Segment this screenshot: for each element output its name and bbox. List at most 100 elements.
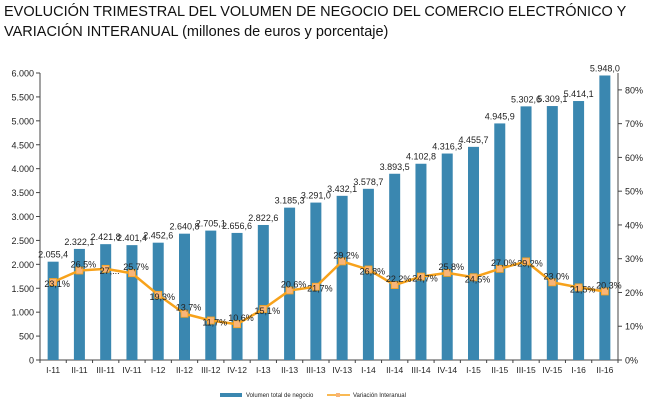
x-tick-label: I-14 (361, 365, 376, 375)
line-point (338, 257, 347, 266)
line-point (206, 316, 215, 325)
line-label: 26,8% (360, 267, 386, 277)
bar-label: 4.316,3 (432, 142, 462, 152)
line-point (154, 290, 163, 299)
line-point (180, 309, 189, 318)
bar (468, 146, 479, 360)
bar (310, 202, 322, 360)
right-tick-label: 70% (625, 119, 643, 129)
line-series (52, 260, 606, 326)
line-label: 25,7% (123, 262, 149, 272)
line-label: 24,7% (412, 274, 438, 284)
right-tick-label: 50% (625, 187, 643, 197)
line-label: 21,7% (307, 284, 333, 294)
x-tick-label: IV-14 (437, 365, 457, 375)
right-tick-label: 20% (625, 288, 643, 298)
bar-label: 2.401,4 (117, 233, 147, 243)
bar (546, 106, 558, 360)
right-tick-label: 10% (625, 322, 643, 332)
bar (73, 248, 85, 360)
left-tick-label: 2.000 (11, 260, 34, 270)
bar-label: 2.640,8 (169, 222, 199, 232)
line-label: 13,7% (176, 303, 202, 313)
bar-label: 4.945,9 (485, 111, 515, 121)
bar-label: 2.055,4 (38, 250, 68, 260)
bar (257, 224, 269, 360)
line-label: 19,3% (149, 292, 175, 302)
bar-label: 2.656,6 (222, 221, 252, 231)
line-label: 29,2% (333, 250, 359, 260)
line-label: 15,1% (255, 306, 281, 316)
left-tick-label: 4.500 (11, 140, 34, 150)
line-label: 23,0% (544, 271, 570, 281)
line-point (75, 266, 84, 275)
x-tick-label: II-13 (281, 365, 298, 375)
x-tick-label: IV-12 (227, 365, 247, 375)
left-tick-label: 0 (29, 356, 34, 366)
bar-label: 5.414,1 (564, 89, 594, 99)
x-tick-label: IV-15 (542, 365, 562, 375)
line-label: 23,1% (44, 279, 70, 289)
line-label: 27,... (100, 266, 120, 276)
x-tick-label: II-16 (596, 365, 613, 375)
line-label: 10,6% (228, 313, 254, 323)
right-tick-label: 80% (625, 85, 643, 95)
bar (362, 188, 374, 360)
x-tick-label: I-15 (466, 365, 481, 375)
left-tick-label: 3.500 (11, 188, 34, 198)
line-label: 21,5% (570, 284, 596, 294)
bar (152, 242, 164, 360)
line-label: 11,7% (202, 317, 227, 327)
line-point (259, 305, 268, 313)
x-tick-label: II-12 (176, 365, 193, 375)
left-tick-label: 3.000 (11, 212, 34, 222)
title-main: VARIACIÓN INTERANUAL (4, 24, 179, 40)
line-point (364, 265, 373, 274)
bar (126, 245, 138, 360)
line-point (574, 283, 583, 292)
bar (599, 75, 611, 360)
x-tick-label: I-16 (571, 365, 586, 375)
left-tick-label: 2.500 (11, 236, 34, 246)
x-tick-label: III-12 (201, 365, 221, 375)
x-tick-label: II-15 (491, 365, 508, 375)
bar-label: 3.893,5 (380, 162, 410, 172)
title-sub: (millones de euros y porcentaje) (182, 24, 389, 40)
x-tick-label: I-12 (151, 365, 166, 375)
line-label: 26,5% (71, 260, 97, 270)
x-tick-label: I-13 (256, 365, 271, 375)
bar (573, 101, 585, 361)
bar-label: 3.578,7 (353, 177, 383, 187)
x-tick-label: I-11 (46, 365, 60, 375)
bar (231, 232, 243, 360)
line-point (495, 264, 504, 273)
title-line-2: VARIACIÓN INTERANUAL (millones de euros … (4, 22, 626, 42)
bar (389, 173, 401, 360)
bar (284, 207, 296, 360)
line-point (417, 272, 425, 281)
right-tick-label: 60% (625, 153, 643, 163)
bar-label: 5.302,6 (511, 94, 541, 104)
line-point (600, 287, 609, 296)
bar-label: 2.452,6 (143, 231, 173, 241)
x-tick-label: III-15 (516, 365, 536, 375)
line-label: 25,8% (438, 262, 464, 272)
line-point (49, 278, 58, 286)
bar-label: 2.822,6 (248, 213, 278, 223)
bar (441, 153, 453, 360)
line-label: 20,3% (596, 280, 622, 290)
x-tick-label: III-13 (306, 365, 326, 375)
line-point (101, 264, 110, 273)
line-point (311, 282, 320, 291)
line-label: 24,5% (465, 274, 491, 284)
left-tick-label: 6.000 (11, 69, 34, 79)
line-label: 29,2% (517, 258, 543, 268)
x-tick-label: IV-13 (332, 365, 352, 375)
legend-bar-label: Volumen total de negocio (246, 393, 314, 399)
bar (520, 106, 532, 360)
left-tick-label: 1.500 (11, 284, 34, 294)
bar-label: 2.421,8 (91, 232, 121, 242)
left-tick-label: 1.000 (11, 308, 34, 318)
bar (494, 123, 506, 361)
